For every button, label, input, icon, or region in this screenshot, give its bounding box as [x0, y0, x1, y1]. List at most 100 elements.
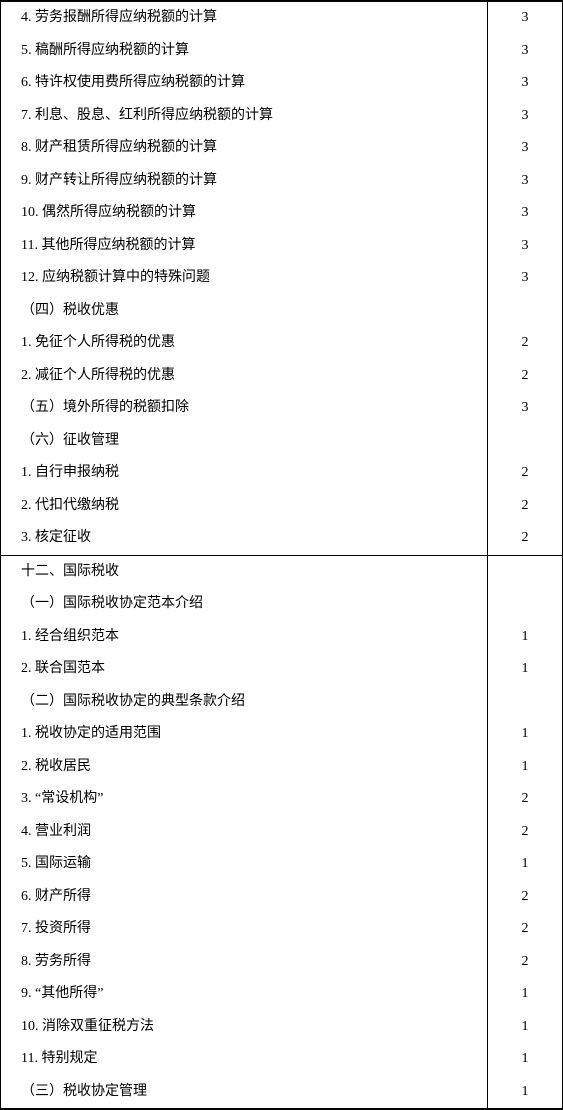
row-label: 2. 税收居民: [1, 751, 488, 784]
row-value: 3: [488, 262, 562, 295]
row-value: 1: [488, 653, 562, 686]
table-row: 8. 财产租赁所得应纳税额的计算3: [1, 132, 562, 165]
table-row: （五）境外所得的税额扣除3: [1, 392, 562, 425]
table-row: 11. 其他所得应纳税额的计算3: [1, 230, 562, 263]
table-row: 1. 自行申报纳税2: [1, 457, 562, 490]
table-row: 10. 偶然所得应纳税额的计算3: [1, 197, 562, 230]
table-row: （四）税收优惠: [1, 295, 562, 328]
row-value: 2: [488, 327, 562, 360]
row-value: 3: [488, 392, 562, 425]
table-row: 1. 经合组织范本1: [1, 621, 562, 654]
row-value: 2: [488, 946, 562, 979]
row-label: 1. 税收协定的适用范围: [1, 718, 488, 751]
row-label: 8. 劳务所得: [1, 946, 488, 979]
row-value: 1: [488, 1076, 562, 1109]
row-value: 1: [488, 751, 562, 784]
row-value: 1: [488, 848, 562, 881]
row-value: 1: [488, 1011, 562, 1044]
row-value: 2: [488, 522, 562, 555]
row-value: 1: [488, 1043, 562, 1076]
row-value: [488, 588, 562, 621]
table-row: 2. 减征个人所得税的优惠2: [1, 360, 562, 393]
row-value: 3: [488, 132, 562, 165]
row-label: （五）境外所得的税额扣除: [1, 392, 488, 425]
row-value: 2: [488, 457, 562, 490]
row-label: 4. 劳务报酬所得应纳税额的计算: [1, 2, 488, 35]
table-row: 8. 劳务所得2: [1, 946, 562, 979]
table-block: 4. 劳务报酬所得应纳税额的计算35. 稿酬所得应纳税额的计算36. 特许权使用…: [1, 2, 562, 556]
row-label: 7. 利息、股息、红利所得应纳税额的计算: [1, 100, 488, 133]
row-value: 1: [488, 978, 562, 1011]
table-row: 6. 特许权使用费所得应纳税额的计算3: [1, 67, 562, 100]
row-value: [488, 425, 562, 458]
row-value: 2: [488, 783, 562, 816]
row-label: 5. 国际运输: [1, 848, 488, 881]
table-row: 1. 税收协定的适用范围1: [1, 718, 562, 751]
row-value: 2: [488, 490, 562, 523]
row-value: 3: [488, 35, 562, 68]
table-row: 5. 稿酬所得应纳税额的计算3: [1, 35, 562, 68]
row-label: 11. 其他所得应纳税额的计算: [1, 230, 488, 263]
row-label: （三）税收协定管理: [1, 1076, 488, 1109]
row-label: 3. 核定征收: [1, 522, 488, 555]
row-value: 3: [488, 67, 562, 100]
row-value: 2: [488, 360, 562, 393]
table-row: 7. 投资所得2: [1, 913, 562, 946]
table-row: （一）国际税收协定范本介绍: [1, 588, 562, 621]
row-label: （六）征收管理: [1, 425, 488, 458]
table-row: 10. 消除双重征税方法1: [1, 1011, 562, 1044]
row-label: 11. 特别规定: [1, 1043, 488, 1076]
table-container: 4. 劳务报酬所得应纳税额的计算35. 稿酬所得应纳税额的计算36. 特许权使用…: [0, 0, 563, 1110]
row-value: 1: [488, 718, 562, 751]
row-label: 7. 投资所得: [1, 913, 488, 946]
row-label: 1. 免征个人所得税的优惠: [1, 327, 488, 360]
row-value: 2: [488, 913, 562, 946]
table-row: 4. 劳务报酬所得应纳税额的计算3: [1, 2, 562, 35]
row-value: [488, 556, 562, 589]
row-label: 10. 偶然所得应纳税额的计算: [1, 197, 488, 230]
row-label: 5. 稿酬所得应纳税额的计算: [1, 35, 488, 68]
table-row: 1. 免征个人所得税的优惠2: [1, 327, 562, 360]
row-label: 10. 消除双重征税方法: [1, 1011, 488, 1044]
row-label: 2. 减征个人所得税的优惠: [1, 360, 488, 393]
row-label: （二）国际税收协定的典型条款介绍: [1, 686, 488, 719]
table-row: 6. 财产所得2: [1, 881, 562, 914]
row-label: 4. 营业利润: [1, 816, 488, 849]
table-row: 4. 营业利润2: [1, 816, 562, 849]
row-value: 3: [488, 165, 562, 198]
row-label: 6. 特许权使用费所得应纳税额的计算: [1, 67, 488, 100]
table-row: 12. 应纳税额计算中的特殊问题3: [1, 262, 562, 295]
row-value: 3: [488, 100, 562, 133]
row-label: 2. 代扣代缴纳税: [1, 490, 488, 523]
row-value: 3: [488, 2, 562, 35]
table-row: （三）税收协定管理1: [1, 1076, 562, 1109]
row-value: 1: [488, 621, 562, 654]
table-row: 11. 特别规定1: [1, 1043, 562, 1076]
row-value: [488, 686, 562, 719]
row-label: （四）税收优惠: [1, 295, 488, 328]
table-row: 3. “常设机构”2: [1, 783, 562, 816]
row-label: 8. 财产租赁所得应纳税额的计算: [1, 132, 488, 165]
row-value: 3: [488, 230, 562, 263]
table-row: 2. 税收居民1: [1, 751, 562, 784]
row-value: 2: [488, 881, 562, 914]
row-label: 12. 应纳税额计算中的特殊问题: [1, 262, 488, 295]
table-row: 3. 核定征收2: [1, 522, 562, 555]
table-row: 7. 利息、股息、红利所得应纳税额的计算3: [1, 100, 562, 133]
table-row: 十二、国际税收: [1, 556, 562, 589]
row-value: 2: [488, 816, 562, 849]
row-label: 1. 经合组织范本: [1, 621, 488, 654]
row-label: 6. 财产所得: [1, 881, 488, 914]
row-label: 9. “其他所得”: [1, 978, 488, 1011]
table-block: 十二、国际税收（一）国际税收协定范本介绍1. 经合组织范本12. 联合国范本1（…: [1, 556, 562, 1109]
row-label: （一）国际税收协定范本介绍: [1, 588, 488, 621]
table-row: （二）国际税收协定的典型条款介绍: [1, 686, 562, 719]
row-label: 2. 联合国范本: [1, 653, 488, 686]
row-label: 十二、国际税收: [1, 556, 488, 589]
table-row: 5. 国际运输1: [1, 848, 562, 881]
row-value: 3: [488, 197, 562, 230]
table-row: （六）征收管理: [1, 425, 562, 458]
row-label: 3. “常设机构”: [1, 783, 488, 816]
table-row: 9. 财产转让所得应纳税额的计算3: [1, 165, 562, 198]
table-row: 2. 代扣代缴纳税2: [1, 490, 562, 523]
